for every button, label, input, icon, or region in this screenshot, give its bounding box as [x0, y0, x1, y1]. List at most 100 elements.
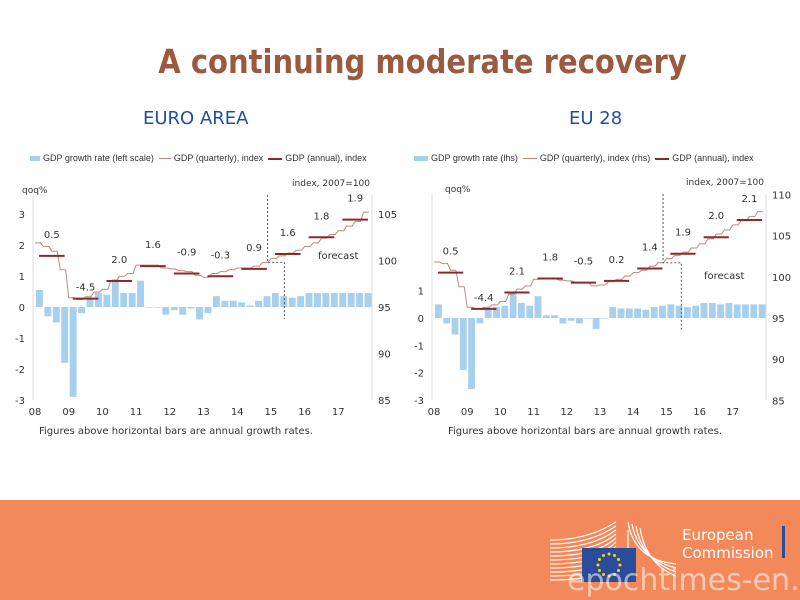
x-tick-label: 09 — [62, 407, 75, 418]
x-tick-label: 17 — [332, 407, 345, 418]
chart-eu28: -3 -2 -1 0 1 85 90 95 100 105 110 08 09 10 11 12 13 14 15 1… — [414, 178, 791, 418]
annual-growth-label: 1.4 — [642, 243, 658, 254]
growth-bar — [725, 302, 733, 318]
growth-bar — [443, 318, 451, 324]
annual-growth-label: 0.9 — [246, 243, 262, 254]
annual-growth-label: 1.8 — [542, 252, 558, 263]
quarterly-index-line — [434, 211, 763, 310]
annual-growth-label: 2.0 — [111, 255, 127, 266]
growth-bar — [44, 307, 52, 317]
chart-note-euro-area: Figures above horizontal bars are annual… — [39, 426, 314, 437]
growth-bar — [111, 279, 119, 307]
growth-bar — [187, 307, 195, 309]
eu-star — [602, 573, 605, 577]
growth-bar — [196, 307, 203, 320]
ec-logo-text: European Commission — [682, 526, 774, 562]
x-tick-label: 16 — [693, 407, 706, 418]
growth-bar — [684, 307, 691, 318]
right-tick-label: 105 — [378, 210, 397, 221]
european-commission-logo — [549, 521, 677, 582]
right-tick-label: 110 — [772, 190, 791, 201]
growth-bar — [742, 304, 749, 318]
logo-divider — [782, 526, 785, 558]
growth-bar — [634, 308, 642, 318]
annual-growth-label: 1.6 — [145, 240, 161, 251]
growth-bar — [356, 293, 364, 307]
eu-star — [602, 553, 605, 557]
forecast-divider — [662, 194, 682, 330]
x-tick-label: 11 — [130, 407, 143, 418]
legend-item-growth: GDP growth rate (lhs) — [414, 153, 518, 163]
right-tick-label: 85 — [378, 396, 391, 407]
x-tick-label: 10 — [96, 407, 109, 418]
legend-item-annual: GDP (annual), index — [655, 153, 754, 163]
growth-bar — [120, 293, 128, 307]
growth-bar — [700, 302, 708, 318]
growth-bar — [78, 307, 86, 314]
footer-band — [0, 500, 800, 600]
growth-bar — [314, 293, 321, 307]
growth-bar — [625, 308, 633, 318]
growth-bar — [576, 318, 583, 324]
annual-growth-label: 0.2 — [609, 255, 625, 266]
x-tick-label: 17 — [726, 407, 739, 418]
growth-bar — [153, 307, 161, 308]
left-tick-label: -1 — [414, 341, 424, 352]
growth-bar — [128, 293, 136, 307]
right-tick-label: 90 — [772, 355, 785, 366]
growth-bar — [659, 305, 666, 318]
left-tick-label: 1 — [19, 272, 25, 283]
annual-growth-label: 1.9 — [675, 228, 691, 239]
growth-bar — [339, 293, 347, 307]
left-tick-label: 3 — [19, 210, 25, 221]
growth-bar — [733, 304, 741, 318]
forecast-label: forecast — [704, 271, 745, 282]
legend-item-quarterly: GDP (quarterly), index (rhs) — [522, 153, 650, 163]
annual-growth-label: 0.5 — [443, 247, 459, 258]
growth-bar — [271, 293, 279, 307]
growth-bar — [542, 315, 550, 318]
left-tick-label: -3 — [15, 396, 25, 407]
growth-bar — [103, 294, 111, 307]
growth-bar — [642, 309, 650, 318]
growth-bar — [137, 280, 145, 307]
growth-bar — [567, 318, 575, 321]
eu-star — [613, 553, 616, 557]
growth-bar — [263, 296, 271, 307]
forecast-divider — [267, 195, 285, 319]
x-tick-label: 10 — [494, 407, 507, 418]
quarterly-index-line — [35, 211, 369, 301]
growth-bar — [347, 293, 355, 307]
growth-bar — [451, 318, 459, 335]
growth-bar — [493, 307, 500, 318]
growth-bar — [509, 293, 517, 318]
x-tick-label: 14 — [627, 407, 640, 418]
growth-bar — [229, 300, 237, 307]
x-tick-label: 15 — [265, 407, 278, 418]
x-tick-label: 13 — [594, 407, 607, 418]
slide-title: A continuing moderate recovery — [158, 42, 687, 81]
eu-star — [597, 558, 601, 561]
growth-bar — [617, 308, 625, 318]
left-axis-unit: qoq% — [445, 185, 471, 195]
growth-bar — [675, 305, 683, 318]
left-tick-label: 0 — [19, 303, 25, 314]
x-tick-label: 11 — [527, 407, 540, 418]
chart-header-euro-area: EURO AREA — [143, 108, 249, 129]
growth-bar — [170, 307, 178, 311]
annual-growth-label: 1.9 — [347, 194, 363, 205]
annual-growth-label: 0.5 — [44, 230, 60, 241]
eu-star — [618, 563, 622, 567]
legend-euro-area: GDP growth rate (left scale) GDP (quarte… — [30, 153, 408, 163]
growth-bar — [162, 307, 170, 315]
growth-bar — [280, 296, 288, 307]
left-tick-label: 2 — [19, 241, 25, 252]
left-axis-unit: qoq% — [22, 186, 48, 196]
growth-bar — [255, 300, 262, 307]
chart-header-eu28: EU 28 — [569, 108, 623, 129]
growth-bar — [717, 304, 725, 318]
growth-bar — [179, 307, 187, 315]
growth-bar — [330, 293, 338, 307]
eu-star — [607, 552, 611, 556]
